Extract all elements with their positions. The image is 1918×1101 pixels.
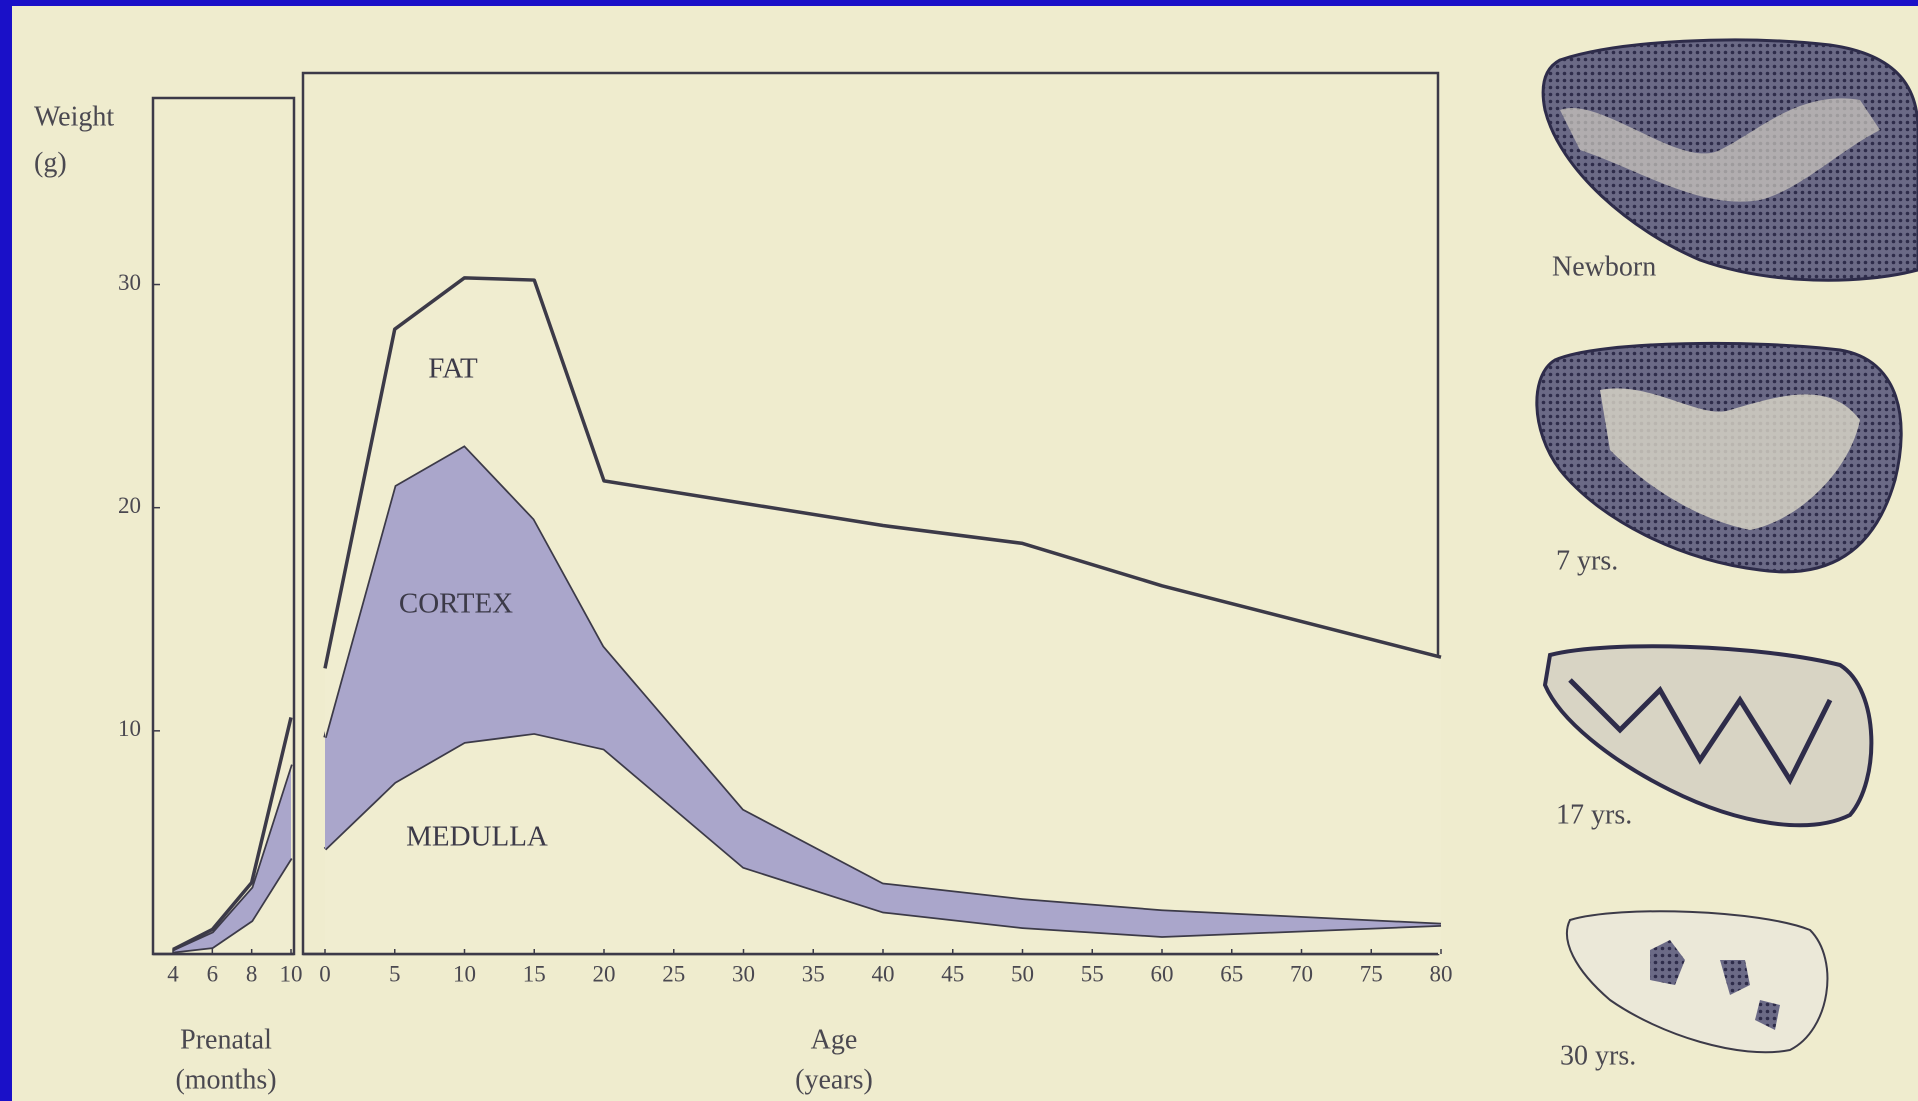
x-tick-label: 8	[246, 961, 258, 986]
x-axis-label: (months)	[175, 1064, 276, 1095]
x-tick-label: 50	[1011, 961, 1034, 986]
x-tick-label: 35	[802, 961, 825, 986]
x-tick-label: 20	[593, 961, 616, 986]
x-tick-label: 10	[453, 961, 476, 986]
x-tick-label: 25	[662, 961, 685, 986]
illustration-caption: 30 yrs.	[1560, 1040, 1636, 1071]
x-tick-label: 5	[389, 961, 401, 986]
x-tick-label: 6	[207, 961, 219, 986]
illustration-caption: 7 yrs.	[1556, 545, 1618, 576]
x-tick-label: 80	[1430, 961, 1453, 986]
x-tick-label: 10	[280, 961, 303, 986]
y-tick-label: 30	[118, 270, 141, 295]
x-axis-label: Prenatal	[180, 1024, 272, 1055]
x-tick-label: 70	[1290, 961, 1313, 986]
x-tick-label: 30	[732, 961, 755, 986]
illustration-caption: 17 yrs.	[1556, 799, 1632, 830]
x-axis-label: (years)	[795, 1064, 873, 1095]
slide: 4 6 8 10 10 20 30 Prenatal (months) Weight (g) MEDU…	[0, 0, 1918, 1101]
region-label: CORTEX	[399, 588, 513, 620]
x-tick-label: 65	[1220, 961, 1243, 986]
region-label: FAT	[428, 353, 478, 385]
illustration-caption: Newborn	[1552, 251, 1656, 282]
y-axis-label: (g)	[34, 147, 67, 178]
x-tick-label: 60	[1151, 961, 1174, 986]
x-tick-label: 4	[167, 961, 179, 986]
x-axis-label: Age	[811, 1024, 858, 1055]
x-tick-label: 0	[319, 961, 331, 986]
region-label: MEDULLA	[406, 821, 548, 853]
x-tick-label: 75	[1360, 961, 1383, 986]
x-tick-label: 15	[523, 961, 546, 986]
y-axis-label: Weight	[34, 101, 114, 132]
y-tick-label: 10	[118, 716, 141, 741]
x-tick-label: 40	[872, 961, 895, 986]
x-tick-label: 45	[941, 961, 964, 986]
y-tick-label: 20	[118, 493, 141, 518]
x-tick-label: 55	[1081, 961, 1104, 986]
